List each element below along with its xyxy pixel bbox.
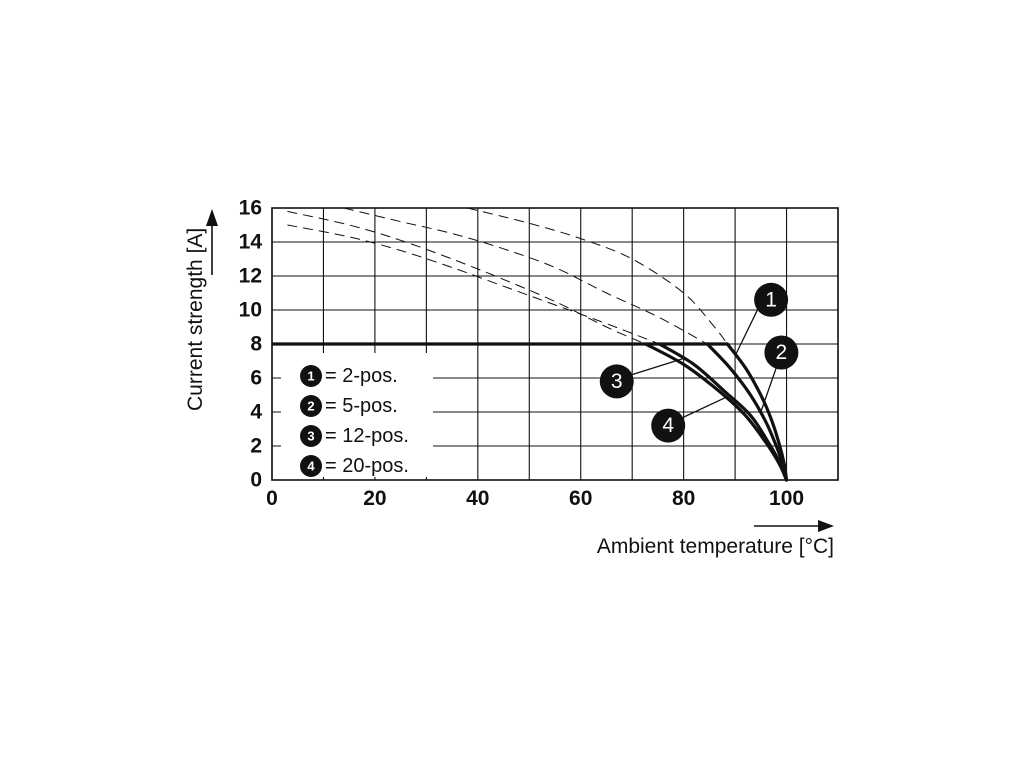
legend-badge-3-circle (300, 425, 322, 447)
legend-badge-2-circle (300, 395, 322, 417)
legend-label-4: = 20-pos. (325, 455, 409, 477)
series-1-dashed-line (467, 207, 728, 345)
legend-label-2: = 5-pos. (325, 395, 398, 417)
callout-3-leader-line (631, 356, 687, 376)
y-axis-label: Current strength [A] (184, 228, 207, 411)
x-axis-arrow-icon (818, 520, 834, 532)
callout-4-leader-line (683, 396, 728, 418)
y-tick-label: 10 (239, 299, 262, 322)
x-tick-label: 0 (266, 487, 278, 510)
y-tick-label: 6 (250, 367, 262, 390)
x-axis-label: Ambient temperature [°C] (597, 535, 834, 558)
series-2-dashed-line (343, 207, 708, 345)
callout-badge-4-circle (651, 408, 686, 443)
x-tick-label: 60 (569, 487, 592, 510)
y-tick-label: 16 (239, 197, 262, 220)
y-tick-label: 0 (250, 469, 262, 492)
callout-2-leader-line (760, 367, 777, 413)
callout-badge-1-circle (754, 282, 789, 317)
series-4-dashed-line (287, 224, 660, 345)
callout-badge-3-number: 3 (611, 370, 623, 393)
legend-badge-1-number: 1 (307, 369, 314, 384)
callout-badge-1-number: 1 (765, 288, 777, 311)
y-tick-label: 12 (239, 265, 262, 288)
x-tick-label: 80 (672, 487, 695, 510)
callout-badge-4-number: 4 (662, 414, 674, 437)
legend-label-1: = 2-pos. (325, 365, 398, 387)
series-4-solid-line (657, 342, 789, 482)
y-tick-label: 4 (250, 401, 262, 424)
callout-badge-2-number: 2 (776, 341, 788, 364)
callout-badge-2-circle (764, 335, 799, 370)
legend-badge-2-number: 2 (307, 399, 314, 414)
y-tick-label: 14 (239, 231, 263, 254)
y-tick-label: 8 (250, 333, 262, 356)
legend-label-3: = 12-pos. (325, 425, 409, 447)
series-3-dashed-line (287, 210, 646, 345)
callout-1-leader-line (734, 308, 759, 357)
legend-badge-3-number: 3 (307, 429, 314, 444)
series-2-solid-line (705, 342, 789, 482)
y-axis-arrow-icon (206, 209, 218, 226)
x-tick-label: 20 (363, 487, 386, 510)
callout-badge-3-circle (599, 364, 634, 399)
legend-badge-1-circle (300, 365, 322, 387)
y-tick-label: 2 (250, 435, 262, 458)
legend-badge-4-number: 4 (307, 459, 315, 474)
x-tick-label: 100 (769, 487, 804, 510)
x-tick-label: 40 (466, 487, 489, 510)
legend-badge-4-circle (300, 455, 322, 477)
